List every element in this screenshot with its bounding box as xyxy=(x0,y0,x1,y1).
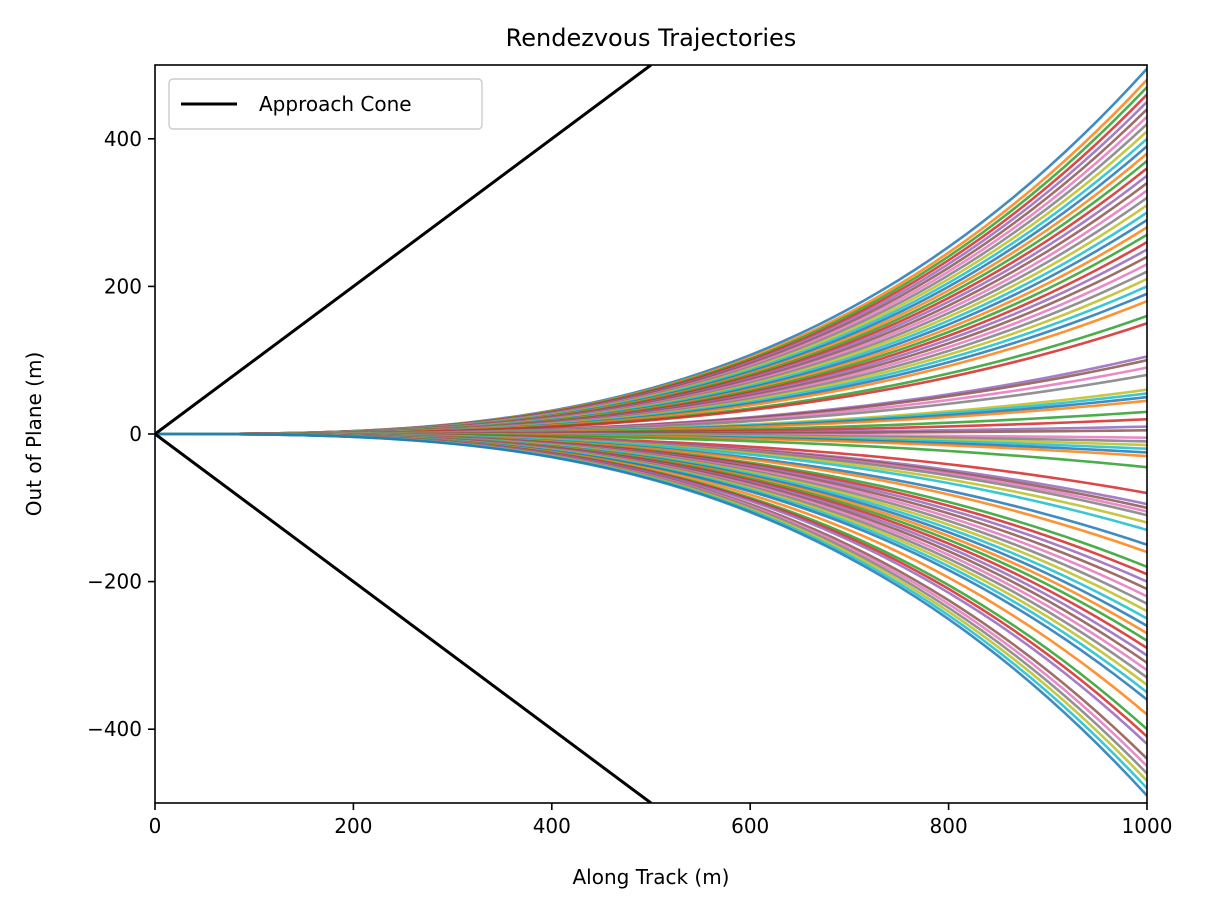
y-tick-label: 200 xyxy=(104,274,142,298)
x-tick-label: 1000 xyxy=(1122,814,1173,838)
legend: Approach Cone xyxy=(168,78,483,130)
approach-cone-upper xyxy=(155,65,652,436)
x-axis: 0 200 400 600 800 1000 xyxy=(149,803,1173,838)
y-tick-label: −200 xyxy=(87,570,142,594)
x-axis-label: Along Track (m) xyxy=(573,865,730,889)
trajectories xyxy=(155,67,1147,797)
y-tick-label: −400 xyxy=(87,717,142,741)
trajectory-line xyxy=(155,100,1147,436)
approach-cone-lower xyxy=(155,432,652,803)
trajectory-line xyxy=(155,93,1147,436)
chart-title: Rendezvous Trajectories xyxy=(506,24,797,52)
x-tick-label: 600 xyxy=(731,814,769,838)
legend-box xyxy=(168,78,483,130)
x-tick-label: 0 xyxy=(149,814,162,838)
y-tick-label: 400 xyxy=(104,127,142,151)
y-axis: −400 −200 0 200 400 xyxy=(87,127,155,741)
trajectory-line xyxy=(155,432,1147,797)
approach-cone xyxy=(155,65,652,803)
y-tick-label: 0 xyxy=(129,422,142,446)
x-tick-label: 400 xyxy=(533,814,571,838)
x-tick-label: 200 xyxy=(334,814,372,838)
legend-label-approach-cone: Approach Cone xyxy=(259,92,412,116)
x-tick-label: 800 xyxy=(930,814,968,838)
y-axis-label: Out of Plane (m) xyxy=(22,352,46,517)
